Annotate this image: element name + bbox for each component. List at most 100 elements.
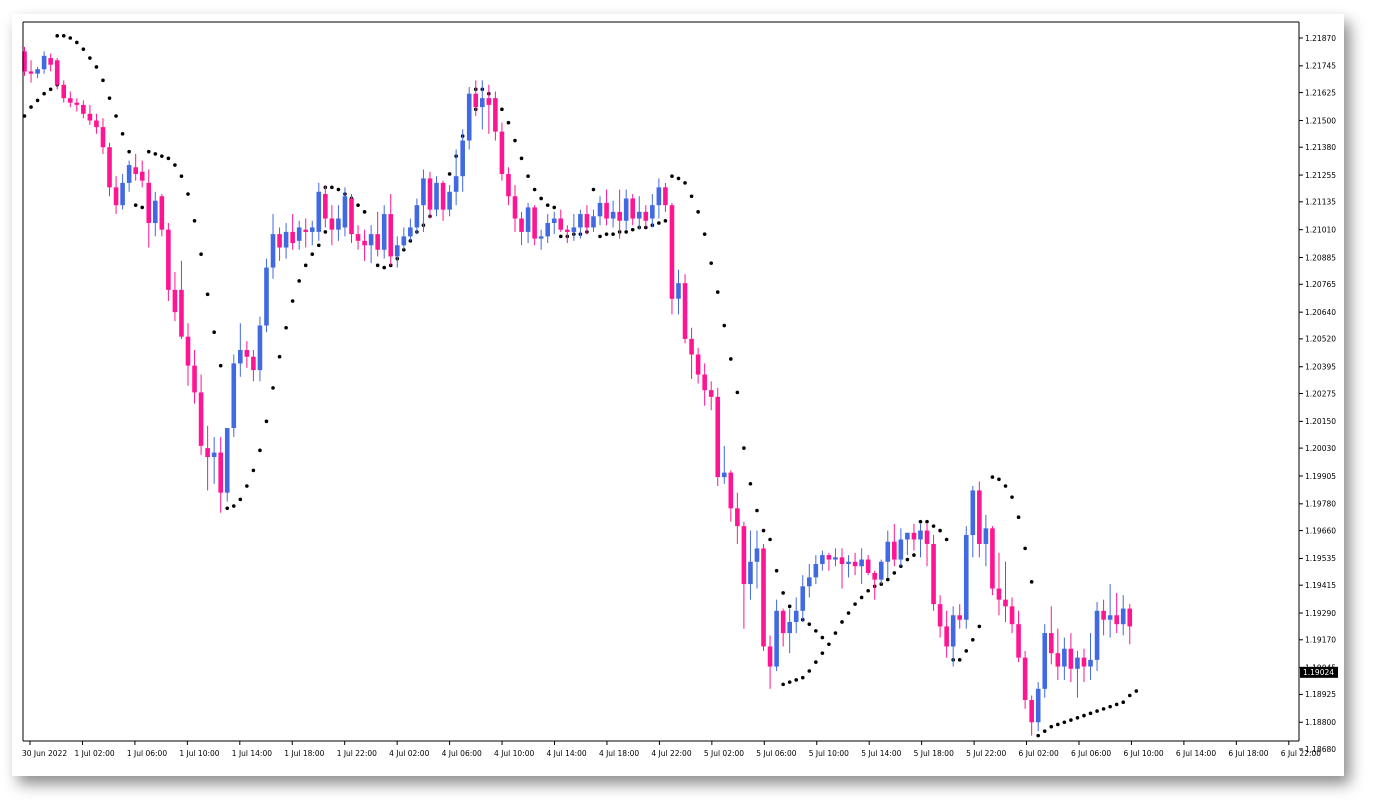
candle <box>166 222 171 302</box>
candle <box>120 173 125 210</box>
sar-dot <box>61 33 66 38</box>
candle <box>408 218 413 241</box>
candle-body <box>486 98 492 105</box>
candle-body <box>1127 608 1133 627</box>
candle-body <box>427 178 433 210</box>
candle-body <box>551 218 557 223</box>
candle <box>107 142 112 197</box>
candle-body <box>192 365 197 393</box>
candle-body <box>329 218 335 230</box>
candle-body <box>787 621 792 634</box>
time-tick-label: 6 Jul 14:00 <box>1176 749 1216 758</box>
candle-body <box>277 234 282 248</box>
time-tick-label: 4 Jul 14:00 <box>547 749 587 758</box>
sar-dot <box>375 263 380 268</box>
time-tick-label: 5 Jul 14:00 <box>861 749 901 758</box>
sar-dot <box>611 232 615 236</box>
candle <box>1081 648 1087 683</box>
sar-dot <box>1029 580 1034 584</box>
sar-dot <box>846 611 851 615</box>
candle <box>551 211 557 235</box>
candle-body <box>859 559 864 567</box>
candle-body <box>558 218 564 230</box>
sar-dot <box>362 210 367 214</box>
candle-body <box>1094 610 1100 660</box>
sar-dot <box>297 279 301 283</box>
price-tick-label: 1.21010 <box>1305 225 1336 234</box>
candlestick-chart[interactable]: 1.21870 1.21745 1.21625 1.21500 1.21380 1.212… <box>12 14 1344 776</box>
sar-dot <box>702 232 707 236</box>
candle <box>414 198 420 235</box>
candle <box>571 214 577 241</box>
candle <box>970 485 976 558</box>
sar-dot <box>1121 700 1126 704</box>
candle <box>715 387 721 486</box>
candle-body <box>414 205 420 228</box>
candle <box>617 189 622 239</box>
candle <box>741 521 747 629</box>
sar-dot <box>957 658 962 662</box>
sar-dot <box>787 680 792 684</box>
candle-body <box>689 338 694 355</box>
candle <box>87 104 93 125</box>
time-tick-label: 4 Jul 02:00 <box>389 749 429 758</box>
candle-body <box>682 283 688 339</box>
sar-dot <box>814 629 818 633</box>
sar-dot <box>1016 515 1021 520</box>
candle-body <box>800 586 806 611</box>
sar-dot <box>990 475 995 479</box>
candle-body <box>1068 648 1074 669</box>
sar-dot <box>101 78 105 83</box>
candle <box>61 80 67 103</box>
candle <box>650 194 655 228</box>
price-tick-label: 1.18925 <box>1305 690 1336 699</box>
candle <box>584 205 590 235</box>
candle <box>689 327 694 380</box>
sar-dot <box>539 196 543 201</box>
candle <box>264 258 269 333</box>
sar-dot <box>781 591 785 595</box>
time-tick-label: 5 Jul 06:00 <box>756 749 796 758</box>
candle-body <box>264 267 269 326</box>
candle-body <box>81 104 86 114</box>
candle <box>401 227 407 250</box>
sar-dot <box>820 635 825 640</box>
candle-body <box>1048 633 1054 654</box>
candle-body <box>538 236 544 239</box>
candle-body <box>94 120 99 128</box>
candle <box>309 220 315 246</box>
candle <box>251 350 256 382</box>
candle <box>1029 695 1034 736</box>
candle <box>427 171 433 219</box>
sar-dot <box>271 386 275 390</box>
time-tick-label: 4 Jul 10:00 <box>494 749 534 758</box>
candle-body <box>512 196 518 219</box>
price-tick-label: 1.18800 <box>1305 718 1336 727</box>
sar-dot <box>1062 720 1067 725</box>
candle-body <box>74 102 80 105</box>
price-tick-label: 1.19780 <box>1305 500 1336 509</box>
sar-dot <box>1036 733 1040 738</box>
sar-dot <box>663 218 668 223</box>
candle <box>453 149 459 206</box>
candle-body <box>185 336 191 366</box>
sar-dot <box>938 528 942 533</box>
candle-body <box>565 229 570 232</box>
time-tick-label: 1 Jul 10:00 <box>179 749 219 758</box>
candle <box>676 269 681 315</box>
sar-dot <box>997 477 1001 482</box>
sar-dot <box>735 390 740 395</box>
candle <box>538 229 544 250</box>
candle <box>362 229 367 261</box>
candle <box>159 194 165 237</box>
sar-dot <box>323 230 328 234</box>
price-tick-label: 1.21870 <box>1305 34 1336 43</box>
sar-dot <box>977 624 982 629</box>
sar-dot <box>526 174 530 178</box>
candle <box>826 552 832 571</box>
time-tick-label: 30 Jun 2022 <box>22 749 67 758</box>
sar-dot <box>748 481 753 486</box>
candle-body <box>120 182 125 206</box>
plot-area <box>23 22 1299 741</box>
candle <box>1101 599 1106 636</box>
